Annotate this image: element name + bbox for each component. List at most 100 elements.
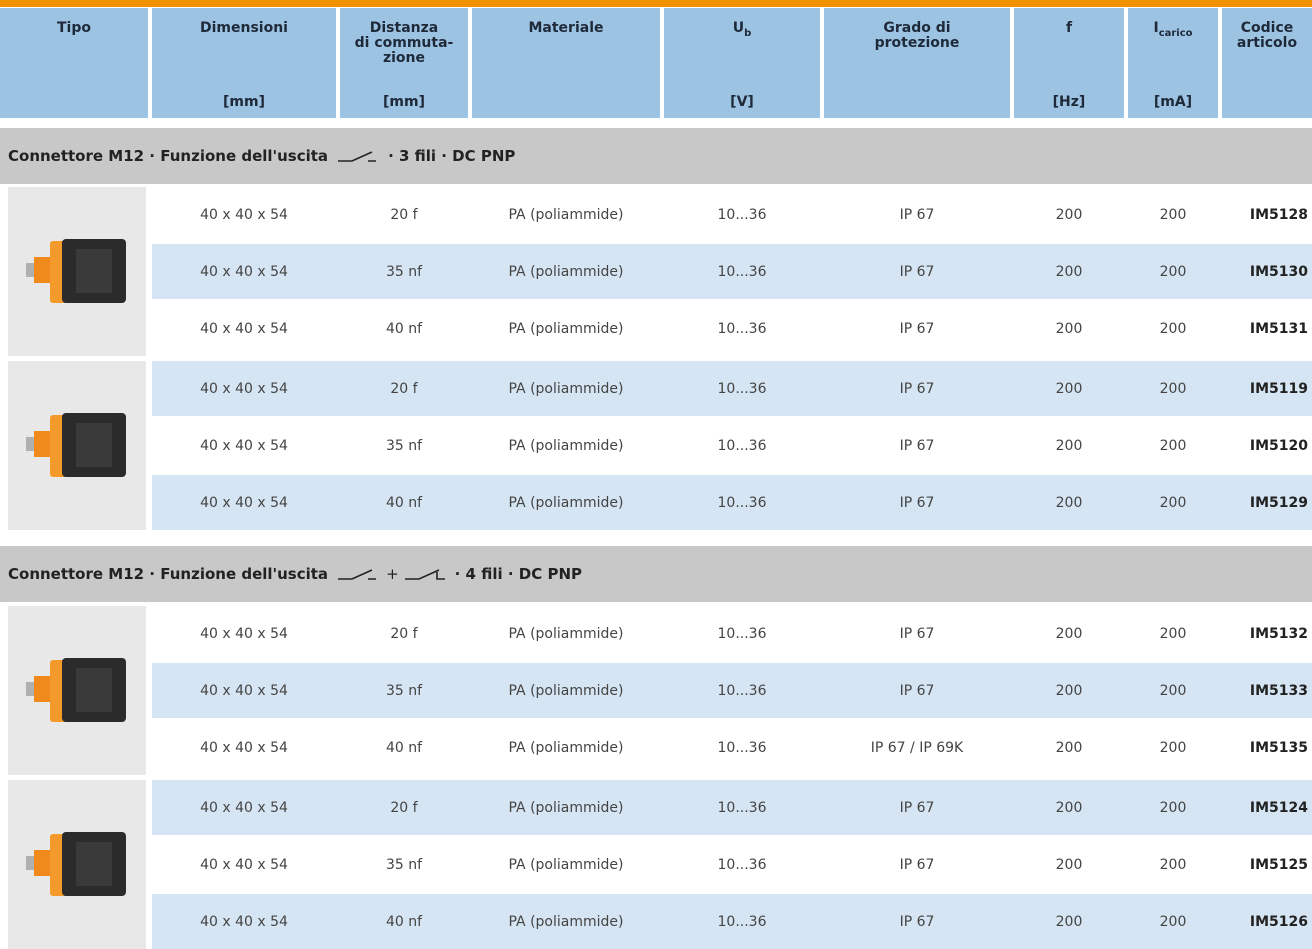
switch-symbol: [404, 569, 445, 580]
table-cell: PA (poliammide): [508, 206, 624, 223]
image-cell: [8, 780, 146, 949]
table-cell: IP 67: [899, 625, 935, 642]
table-cell: 200: [1159, 799, 1187, 816]
header-text: I: [1153, 20, 1159, 36]
table-cell: 20 f: [390, 625, 418, 642]
article-code: IM5128: [1249, 206, 1308, 223]
table-cell: 10...36: [717, 682, 767, 699]
table-cell: IP 67: [899, 799, 935, 816]
row-band: [152, 244, 1312, 299]
table-cell: IP 67: [899, 494, 935, 511]
table-cell: 40 x 40 x 54: [200, 625, 288, 642]
header-text: Grado di: [883, 20, 951, 36]
header-text: protezione: [874, 35, 960, 51]
header-cell: Ub [V]: [664, 8, 820, 118]
table-cell: 10...36: [717, 380, 767, 397]
header-label: f: [1014, 21, 1124, 36]
table-cell: 200: [1159, 206, 1187, 223]
article-code: IM5124: [1249, 799, 1308, 816]
table-cell: 35 nf: [385, 263, 423, 280]
header-text: Distanza: [369, 20, 439, 36]
header-cell: Tipo: [0, 8, 148, 118]
header-label: Materiale: [472, 21, 660, 36]
header-cell: Grado di protezione: [824, 8, 1010, 118]
table-cell: 10...36: [717, 437, 767, 454]
header-unit: [mm]: [383, 94, 425, 110]
table-cell: 200: [1055, 494, 1083, 511]
header-label: Icarico: [1128, 21, 1218, 41]
table-cell: 10...36: [717, 625, 767, 642]
article-code: IM5133: [1249, 682, 1308, 699]
table-cell: PA (poliammide): [508, 437, 624, 454]
table-cell: 200: [1055, 739, 1083, 756]
article-code: IM5129: [1249, 494, 1308, 511]
header-text: Dimensioni: [200, 20, 288, 36]
image-cell: [8, 606, 146, 775]
header-text: zione: [382, 50, 426, 66]
table-cell: 40 x 40 x 54: [200, 206, 288, 223]
header-text: Tipo: [57, 20, 91, 36]
header-label: zione: [340, 51, 468, 66]
table-cell: 40 nf: [385, 739, 423, 756]
table-cell: 200: [1055, 380, 1083, 397]
table-cell: 200: [1159, 913, 1187, 930]
table-cell: 40 x 40 x 54: [200, 494, 288, 511]
header-label: Codice: [1222, 21, 1312, 36]
row-band: [152, 663, 1312, 718]
header-cell: Distanza di commuta-zione [mm]: [340, 8, 468, 118]
header-label: Ub: [664, 21, 820, 41]
article-code: IM5125: [1249, 856, 1308, 873]
table-cell: 20 f: [390, 380, 418, 397]
table-cell: 10...36: [717, 320, 767, 337]
table-cell: 200: [1159, 263, 1187, 280]
image-cell: [8, 361, 146, 530]
article-code: IM5126: [1249, 913, 1308, 930]
table-cell: 200: [1159, 380, 1187, 397]
header-subscript: carico: [1158, 27, 1193, 39]
table-cell: 40 nf: [385, 320, 423, 337]
table-cell: 10...36: [717, 856, 767, 873]
table-cell: 35 nf: [385, 682, 423, 699]
header-text: Codice: [1240, 20, 1294, 36]
article-code: IM5130: [1249, 263, 1308, 280]
table-cell: 200: [1055, 625, 1083, 642]
header-cell: Materiale: [472, 8, 660, 118]
article-code: IM5119: [1249, 380, 1308, 397]
table-cell: 200: [1055, 206, 1083, 223]
table-cell: 35 nf: [385, 437, 423, 454]
table-cell: 200: [1159, 494, 1187, 511]
sensor-image: [26, 412, 126, 477]
symbol-joiner: +: [386, 565, 399, 583]
table-cell: PA (poliammide): [508, 494, 624, 511]
header-text: f: [1065, 20, 1073, 36]
table-cell: IP 67: [899, 263, 935, 280]
article-code: IM5135: [1249, 739, 1308, 756]
table-cell: 200: [1055, 320, 1083, 337]
section-suffix: · 3 fili · DC PNP: [388, 147, 516, 165]
table-cell: 40 x 40 x 54: [200, 739, 288, 756]
table-cell: 200: [1055, 856, 1083, 873]
table-cell: 200: [1055, 913, 1083, 930]
table-cell: 20 f: [390, 206, 418, 223]
switch-symbol: [338, 569, 377, 580]
table-cell: IP 67: [899, 913, 935, 930]
section-header: Connettore M12 · Funzione dell'uscita · 3…: [0, 128, 1312, 184]
table-cell: PA (poliammide): [508, 625, 624, 642]
header-label: protezione: [824, 36, 1010, 51]
header-unit: [Hz]: [1052, 94, 1086, 110]
article-code: IM5132: [1249, 625, 1308, 642]
sensor-image: [26, 657, 126, 722]
header-text: U: [732, 20, 745, 36]
table-cell: PA (poliammide): [508, 856, 624, 873]
header-text: articolo: [1236, 35, 1298, 51]
header-unit: [mm]: [223, 94, 265, 110]
table-cell: 200: [1055, 682, 1083, 699]
row-band: [152, 894, 1312, 949]
table-cell: 200: [1055, 437, 1083, 454]
header-cell: Icarico [mA]: [1128, 8, 1218, 118]
row-band: [152, 780, 1312, 835]
table-cell: 200: [1159, 682, 1187, 699]
row-band: [152, 475, 1312, 530]
table-cell: PA (poliammide): [508, 320, 624, 337]
table-cell: 10...36: [717, 739, 767, 756]
